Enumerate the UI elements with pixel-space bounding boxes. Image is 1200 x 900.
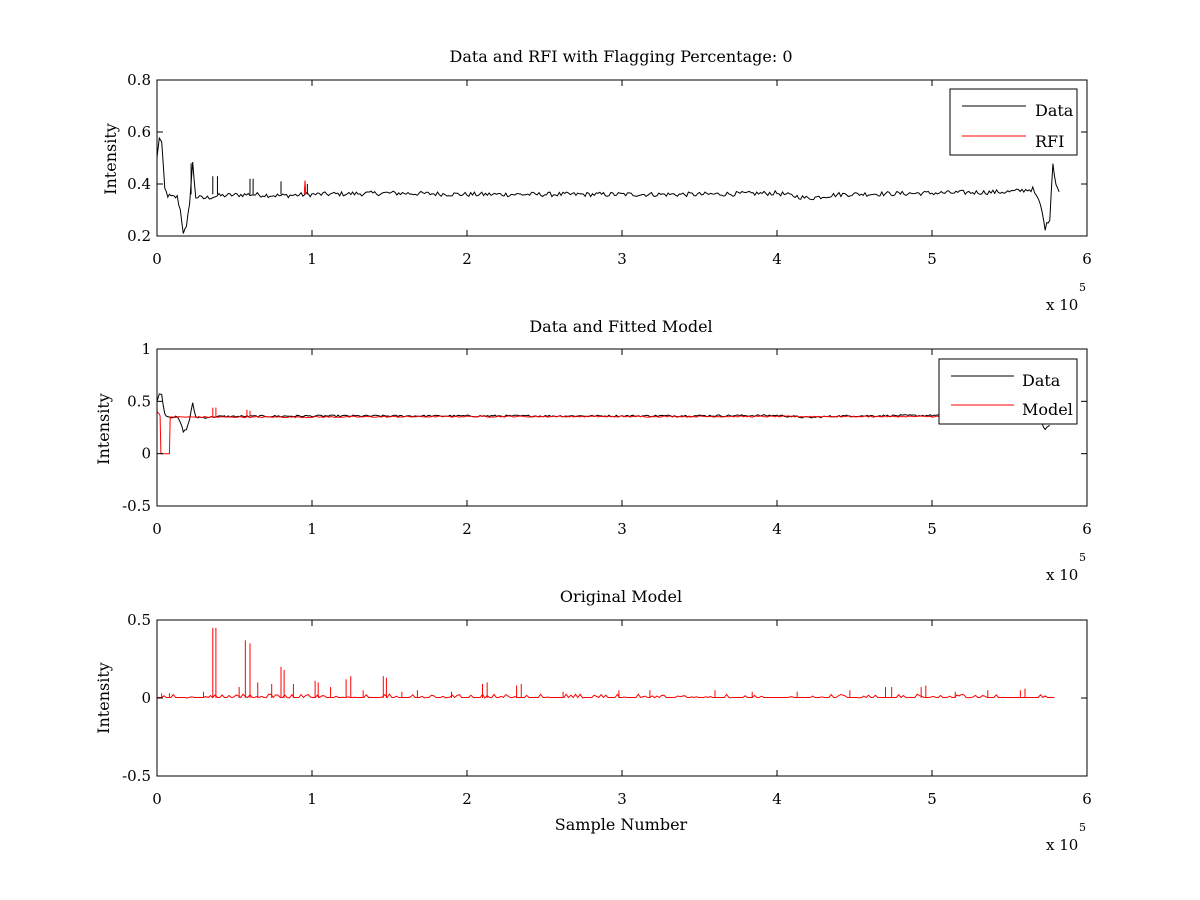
y-tick-label: 0 bbox=[141, 689, 151, 707]
y-tick-label: 0.6 bbox=[127, 123, 151, 141]
x-tick-label: 6 bbox=[1082, 250, 1092, 268]
chart-title: Original Model bbox=[560, 587, 682, 606]
x-tick-label: 0 bbox=[152, 520, 162, 538]
tick-labels: 0 1 2 3 4 5 6-0.500.5 bbox=[122, 611, 1092, 808]
plot-area bbox=[156, 393, 1057, 455]
y-tick-label: 0.4 bbox=[127, 175, 151, 193]
series-rfi bbox=[303, 180, 307, 195]
series-baseline bbox=[157, 693, 1055, 699]
x-tick-label: 1 bbox=[307, 250, 317, 268]
x-tick-label: 4 bbox=[772, 790, 782, 808]
legend: Data RFI bbox=[949, 88, 1078, 156]
x-tick-label: 0 bbox=[152, 250, 162, 268]
tick-labels: 0 1 2 3 4 5 6 0.2 0.4 0.6 0.8 bbox=[127, 71, 1092, 268]
x-tick-label: 4 bbox=[772, 520, 782, 538]
panel-fitted-model: Data and Fitted Model Intensity 0 1 2 3 4 5 6 -… bbox=[94, 317, 1092, 584]
tick-labels: 0 1 2 3 4 5 6-0.500.51 bbox=[122, 340, 1092, 538]
y-tick-label: 0.2 bbox=[127, 227, 151, 245]
y-tick-label: -0.5 bbox=[122, 497, 151, 515]
x-multiplier: x 10 bbox=[1046, 296, 1078, 314]
plot-area bbox=[157, 627, 1055, 699]
x-axis-label: Sample Number bbox=[555, 815, 688, 834]
series-model bbox=[156, 411, 1057, 455]
y-axis-label: Intensity bbox=[94, 662, 113, 734]
x-multiplier: x 10 bbox=[1046, 566, 1078, 584]
y-axis-label: Intensity bbox=[101, 123, 120, 195]
x-tick-label: 2 bbox=[462, 790, 472, 808]
legend: Data Model bbox=[938, 358, 1078, 425]
axes bbox=[156, 619, 1088, 777]
x-tick-label: 5 bbox=[927, 250, 937, 268]
x-multiplier-exponent: 5 bbox=[1079, 551, 1086, 564]
axes bbox=[156, 79, 1088, 237]
panel-original-model: Original Model Intensity 0 1 2 3 4 5 6-0.500.5… bbox=[94, 587, 1092, 854]
x-tick-label: 4 bbox=[772, 250, 782, 268]
x-multiplier-exponent: 5 bbox=[1079, 281, 1086, 294]
chart-title: Data and RFI with Flagging Percentage: 0 bbox=[449, 47, 792, 66]
x-tick-label: 1 bbox=[307, 790, 317, 808]
series-data bbox=[156, 136, 1060, 234]
y-axis-label: Intensity bbox=[94, 393, 113, 465]
y-tick-label: 0 bbox=[141, 445, 151, 463]
x-tick-label: 0 bbox=[152, 790, 162, 808]
x-tick-label: 5 bbox=[927, 790, 937, 808]
legend-label-rfi: RFI bbox=[1035, 132, 1064, 151]
x-tick-label: 3 bbox=[617, 790, 627, 808]
x-tick-label: 2 bbox=[462, 520, 472, 538]
x-multiplier: x 10 bbox=[1046, 836, 1078, 854]
axes bbox=[156, 348, 1088, 507]
legend-label-data: Data bbox=[1035, 101, 1074, 120]
y-tick-label: 0.5 bbox=[127, 611, 151, 629]
x-tick-label: 3 bbox=[617, 250, 627, 268]
plot-area bbox=[156, 136, 1060, 234]
y-tick-label: -0.5 bbox=[122, 767, 151, 785]
x-multiplier-exponent: 5 bbox=[1079, 821, 1086, 834]
x-tick-label: 3 bbox=[617, 520, 627, 538]
x-tick-label: 6 bbox=[1082, 520, 1092, 538]
x-tick-label: 5 bbox=[927, 520, 937, 538]
y-tick-label: 1 bbox=[141, 340, 151, 358]
x-tick-label: 1 bbox=[307, 520, 317, 538]
legend-label-data: Data bbox=[1022, 371, 1061, 390]
panel-rfi-flagging: Data and RFI with Flagging Percentage: 0… bbox=[101, 47, 1092, 314]
x-tick-label: 2 bbox=[462, 250, 472, 268]
x-tick-label: 6 bbox=[1082, 790, 1092, 808]
y-tick-label: 0.8 bbox=[127, 71, 151, 89]
chart-title: Data and Fitted Model bbox=[529, 317, 712, 336]
legend-label-model: Model bbox=[1022, 400, 1073, 419]
y-tick-label: 0.5 bbox=[127, 392, 151, 410]
